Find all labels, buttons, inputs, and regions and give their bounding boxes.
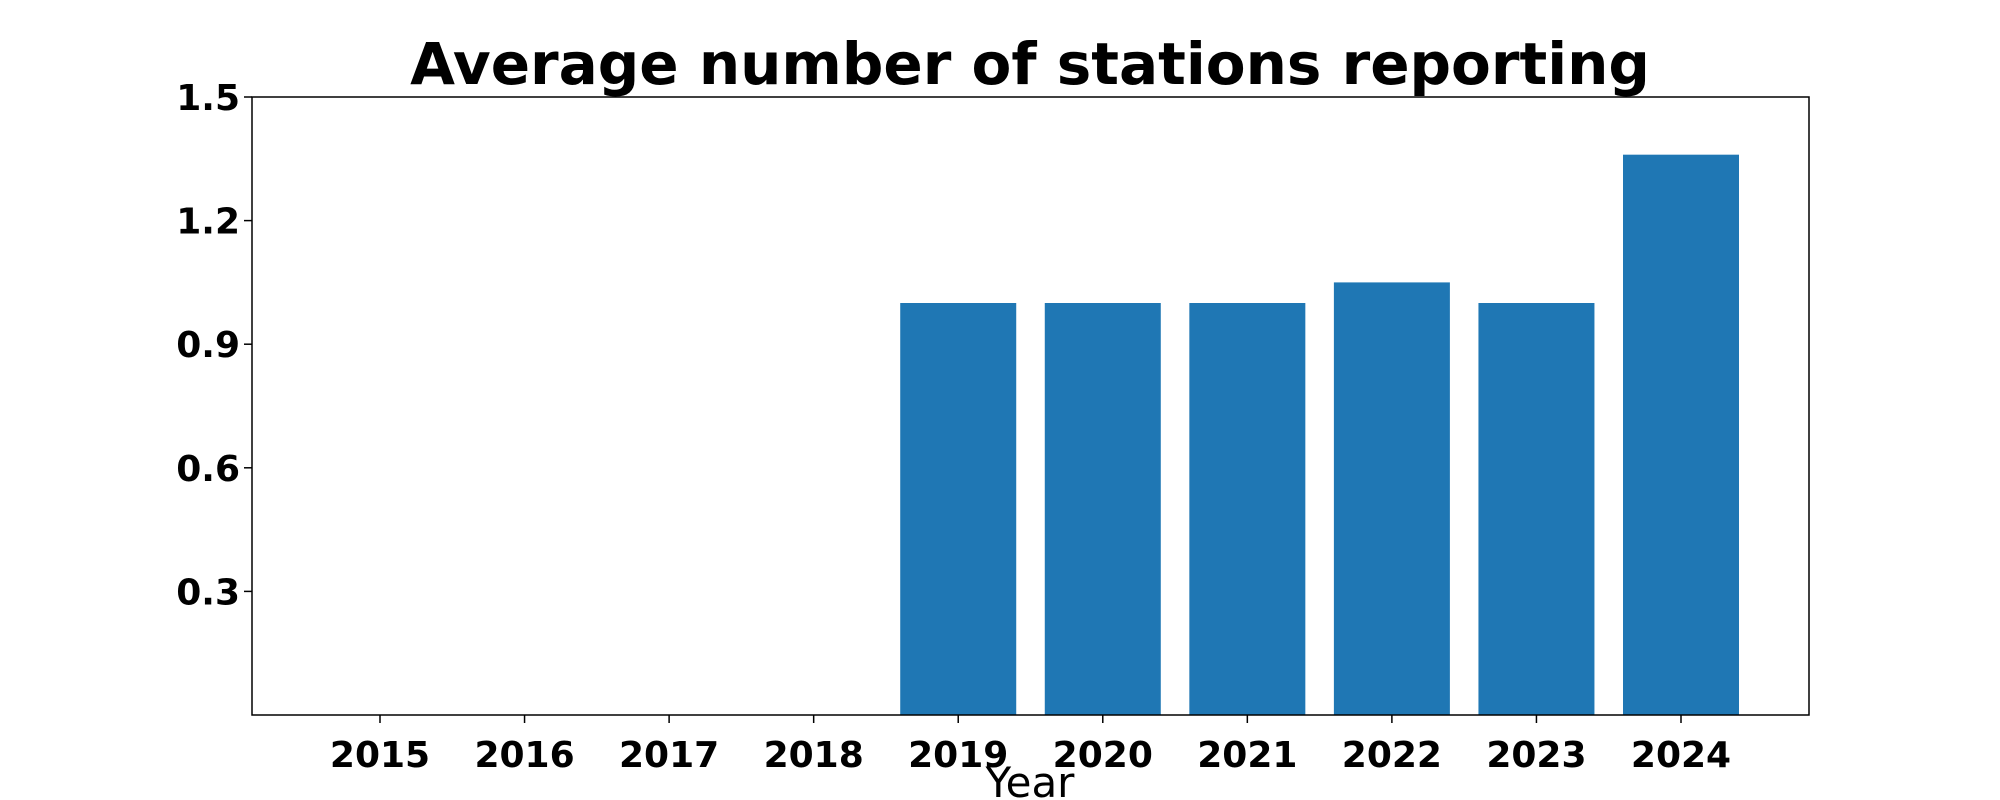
bar-2021 (1189, 303, 1306, 715)
chart-title: Average number of stations reporting (410, 30, 1650, 98)
y-tick-label: 0.3 (176, 572, 240, 613)
x-axis-ticks: 2015 2016 2017 2018 2019 2020 2021 2022 2023 2024 (330, 715, 1731, 776)
x-axis-label: Year (985, 758, 1076, 800)
y-tick-label: 1.2 (176, 202, 240, 243)
x-tick-label: 2019 (908, 735, 1008, 776)
y-tick-label: 1.5 (176, 78, 240, 119)
x-tick-label: 2015 (330, 735, 430, 776)
x-tick-label: 2023 (1486, 735, 1586, 776)
y-tick-label: 0.6 (176, 449, 240, 490)
bar-2020 (1044, 303, 1161, 715)
x-tick-label: 2017 (619, 735, 719, 776)
bar-2019 (900, 303, 1017, 715)
bar-2024 (1623, 154, 1739, 715)
x-tick-label: 2024 (1631, 735, 1731, 776)
x-tick-label: 2018 (764, 735, 864, 776)
bar-2022 (1333, 282, 1450, 715)
x-tick-label: 2020 (1053, 735, 1153, 776)
bars-layer (900, 154, 1739, 715)
bar-2023 (1478, 303, 1595, 715)
x-tick-label: 2016 (474, 735, 574, 776)
x-tick-label: 2021 (1197, 735, 1297, 776)
x-tick-label: 2022 (1342, 735, 1442, 776)
plot-frame (251, 96, 1810, 716)
y-axis-ticks: 0.3 0.6 0.9 1.2 1.5 (176, 78, 252, 613)
y-tick-label: 0.9 (176, 325, 240, 366)
